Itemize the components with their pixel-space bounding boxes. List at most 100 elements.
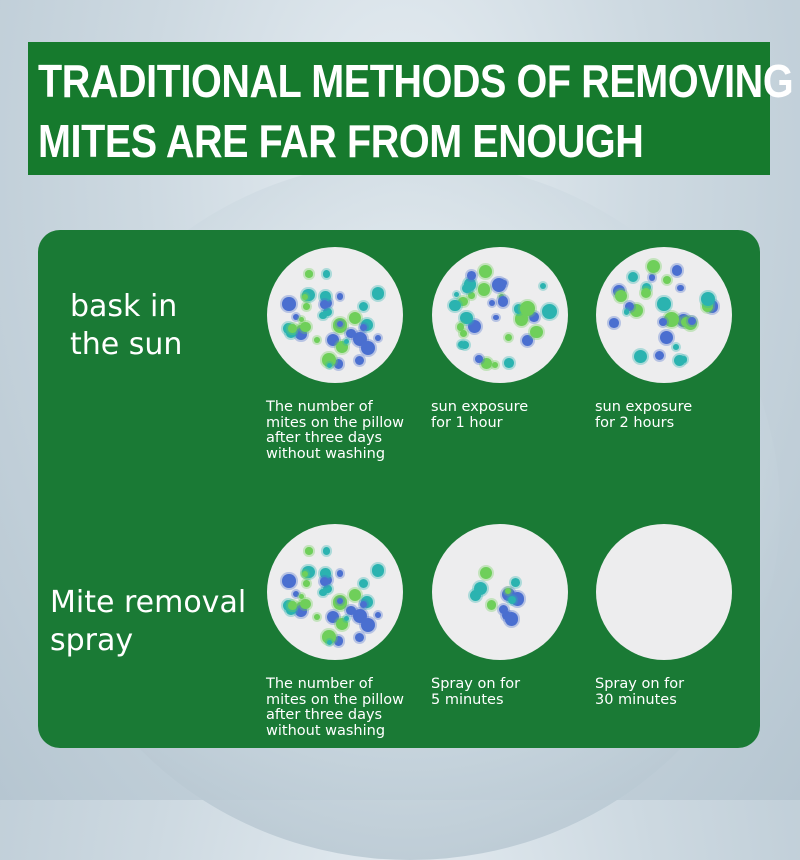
- mite-icon: [459, 330, 467, 337]
- mite-icon: [336, 570, 344, 577]
- mite-icon: [349, 589, 362, 602]
- mite-icon: [293, 591, 300, 598]
- mite-icon: [371, 287, 385, 300]
- mite-icon: [326, 333, 339, 347]
- mite-icon: [319, 568, 331, 580]
- mite-icon: [624, 309, 630, 315]
- mite-icon: [358, 302, 369, 312]
- mite-icon: [360, 617, 375, 632]
- mite-icon: [701, 300, 714, 313]
- mite-icon: [640, 288, 651, 298]
- caption-line: Spray on for: [595, 676, 685, 692]
- title-line-1: TRADITIONAL METHODS OF REMOVING: [38, 55, 794, 107]
- mite-sample-circle: [267, 524, 403, 660]
- mite-icon: [359, 600, 368, 608]
- mite-icon: [323, 585, 332, 594]
- caption-line: mites on the pillow: [266, 691, 405, 708]
- mite-icon: [504, 334, 512, 342]
- caption-line: without washing: [266, 722, 386, 739]
- mite-icon: [313, 613, 320, 620]
- mite-icon: [671, 264, 683, 276]
- mite-icon: [493, 314, 499, 321]
- row-label-sun: bask in the sun: [70, 289, 183, 362]
- mite-icon: [530, 325, 543, 339]
- mite-icon: [323, 308, 332, 317]
- mite-icon: [322, 270, 331, 279]
- mite-icon: [319, 588, 328, 597]
- mite-icon: [641, 282, 651, 292]
- mite-icon: [475, 355, 483, 364]
- mite-icon: [333, 635, 344, 646]
- title-line-2: MITES ARE FAR FROM ENOUGH: [38, 115, 644, 167]
- mite-icon: [513, 304, 524, 314]
- caption-line: for 2 hours: [595, 414, 675, 431]
- mite-icon: [305, 547, 313, 555]
- mite-icon: [375, 334, 382, 341]
- mite-icon: [319, 291, 331, 303]
- caption: Spray on for 30 minutes: [595, 676, 685, 708]
- caption-line: sun exposure: [595, 399, 693, 415]
- caption-line: The number of: [266, 399, 373, 415]
- mite-icon: [355, 355, 365, 366]
- mite-icon: [302, 294, 309, 301]
- mite-icon: [539, 283, 546, 290]
- mite-icon: [327, 640, 333, 646]
- mite-icon: [360, 595, 373, 608]
- mite-sample-circle: [432, 247, 568, 383]
- mite-icon: [474, 581, 488, 595]
- mite-icon: [701, 292, 716, 307]
- mite-icon: [322, 547, 331, 556]
- mite-icon: [624, 302, 634, 312]
- mite-icon: [319, 299, 329, 309]
- mite-icon: [336, 293, 344, 300]
- mite-icon: [660, 331, 674, 345]
- mite-icon: [300, 321, 311, 333]
- mite-icon: [659, 318, 668, 326]
- mite-icon: [299, 317, 305, 323]
- mite-icon: [646, 260, 660, 274]
- mite-icon: [299, 594, 305, 600]
- mite-icon: [469, 590, 481, 602]
- mite-icon: [477, 283, 491, 296]
- caption-line: The number of: [266, 676, 373, 692]
- mite-icon: [355, 632, 365, 643]
- caption: sun exposure for 2 hours: [595, 399, 693, 431]
- mite-icon: [492, 362, 499, 368]
- mite-icon: [319, 576, 329, 586]
- caption-line: after three days: [266, 707, 383, 723]
- mite-icon: [479, 265, 493, 278]
- mite-icon: [282, 574, 296, 588]
- caption-line: 30 minutes: [595, 691, 677, 708]
- mite-icon: [302, 571, 309, 578]
- mite-icon: [633, 350, 647, 364]
- mite-icon: [313, 336, 320, 343]
- mite-icon: [282, 297, 296, 311]
- mite-sample-circle: [267, 247, 403, 383]
- caption-line: for 1 hour: [431, 414, 503, 431]
- mite-icon: [456, 323, 465, 331]
- mite-sample-circle: [596, 247, 732, 383]
- mite-sample-circle: [432, 524, 568, 660]
- mite-icon: [677, 284, 684, 292]
- mite-icon: [305, 270, 313, 278]
- mite-icon: [657, 297, 671, 311]
- comparison-panel: bask in the sun Mite removal spray The num…: [38, 230, 760, 748]
- mite-icon: [514, 312, 529, 327]
- mite-icon: [542, 304, 558, 320]
- mite-icon: [479, 566, 492, 579]
- mite-icon: [346, 328, 356, 339]
- mite-icon: [458, 342, 465, 348]
- mite-icon: [672, 343, 679, 350]
- mite-icon: [664, 312, 679, 327]
- mite-icon: [358, 579, 369, 589]
- mite-icon: [458, 296, 468, 306]
- mite-icon: [322, 630, 336, 644]
- mite-icon: [522, 334, 534, 346]
- caption-line: 5 minutes: [431, 691, 504, 708]
- mite-icon: [295, 604, 308, 617]
- mite-icon: [498, 604, 509, 615]
- mite-icon: [501, 279, 507, 286]
- mite-icon: [303, 580, 310, 587]
- caption: Spray on for 5 minutes: [431, 676, 520, 708]
- mite-icon: [359, 323, 368, 331]
